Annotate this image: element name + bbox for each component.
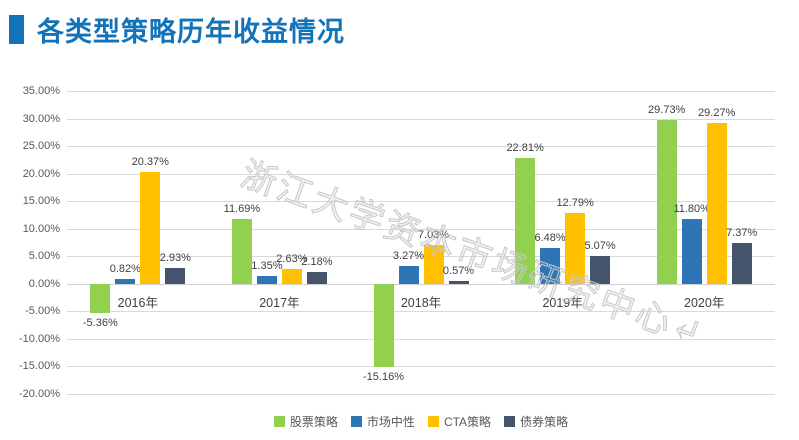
y-tick-label: -20.00% <box>19 388 60 400</box>
gridline <box>67 91 775 92</box>
bar-股票策略-2017年 <box>231 219 252 284</box>
gridline <box>67 201 775 203</box>
bar-债券策略-2019年 <box>590 255 611 284</box>
gridline <box>67 118 775 120</box>
bar-value-label: 6.48% <box>534 232 566 245</box>
y-tick-label: 25.00% <box>22 140 60 153</box>
legend-swatch-icon <box>350 416 362 427</box>
bar-value-label: 2.18% <box>301 255 333 268</box>
bar-value-label: 7.37% <box>726 227 758 240</box>
legend-swatch-icon <box>504 416 516 427</box>
bar-value-label: -15.16% <box>363 371 404 384</box>
bar-CTA策略-2017年 <box>281 269 302 284</box>
bar-CTA策略-2020年 <box>706 122 727 284</box>
bar-value-label: 12.79% <box>556 197 594 210</box>
legend-swatch-icon <box>273 416 285 427</box>
x-category-label: 2020年 <box>684 295 725 310</box>
bar-value-label: 3.27% <box>392 249 425 262</box>
bar-债券策略-2017年 <box>306 271 327 284</box>
gridline <box>67 311 775 313</box>
gridline <box>67 256 775 258</box>
bar-value-label: 0.82% <box>109 263 141 276</box>
gridline <box>67 338 775 340</box>
bar-市场中性-2016年 <box>115 279 136 284</box>
bar-市场中性-2018年 <box>398 265 419 284</box>
bar-value-label: 29.27% <box>698 106 736 119</box>
page-header: 各类型策略历年收益情况 <box>9 10 345 49</box>
y-tick-label: 20.00% <box>22 167 60 180</box>
bar-value-label: 22.81% <box>506 142 544 155</box>
y-tick-label: -15.00% <box>19 360 60 373</box>
legend-label: 市场中性 <box>366 415 415 429</box>
bar-value-label: 20.37% <box>131 155 169 168</box>
title-bullet-icon <box>9 15 24 44</box>
gridline <box>67 283 775 285</box>
bar-债券策略-2020年 <box>731 243 752 284</box>
bar-股票策略-2019年 <box>515 158 536 284</box>
bar-value-label: -5.36% <box>82 317 118 330</box>
y-axis: 35.00% 30.00% 25.00% 20.00% 15.00% 10.00% 5.00… <box>0 85 60 400</box>
legend-swatch-icon <box>427 416 439 427</box>
bar-value-label: 11.80% <box>673 202 710 215</box>
gridline <box>67 228 775 230</box>
bar-CTA策略-2018年 <box>423 245 444 284</box>
x-category-label: 2019年 <box>542 295 583 310</box>
bar-市场中性-2020年 <box>681 218 702 284</box>
gridline <box>67 146 775 148</box>
bar-CTA策略-2019年 <box>565 213 586 284</box>
legend-item-市场中性: 市场中性 <box>350 413 415 430</box>
bar-CTA策略-2016年 <box>140 171 161 284</box>
bar-value-label: 29.73% <box>648 104 686 117</box>
y-tick-label: 10.00% <box>22 222 60 235</box>
gridline <box>67 173 775 175</box>
legend-label: 股票策略 <box>289 415 338 429</box>
bar-债券策略-2016年 <box>165 267 186 284</box>
bar-value-label: 2.93% <box>159 251 191 264</box>
bar-value-label: 1.35% <box>251 260 283 273</box>
y-tick-label: -10.00% <box>19 332 60 345</box>
legend-label: 债券策略 <box>520 415 569 429</box>
x-category-label: 2017年 <box>259 295 300 310</box>
bar-债券策略-2018年 <box>448 280 469 284</box>
y-tick-label: 0.00% <box>28 277 60 290</box>
bar-value-label: 5.07% <box>584 239 616 252</box>
x-category-label: 2018年 <box>400 295 442 310</box>
legend-item-CTA策略: CTA策略 <box>427 413 492 430</box>
bar-股票策略-2018年 <box>373 283 394 368</box>
y-tick-label: 30.00% <box>22 112 60 125</box>
y-tick-label: -5.00% <box>25 305 60 318</box>
bar-value-label: 2.63% <box>276 253 308 266</box>
bar-value-label: 7.03% <box>417 229 450 242</box>
y-tick-label: 15.00% <box>22 195 60 208</box>
gridline <box>67 394 775 395</box>
bar-value-label: 0.57% <box>442 264 475 277</box>
legend-label: CTA策略 <box>443 415 492 429</box>
plot-area: -5.36% 0.82% 20.37% 2.93% 2016年 11.69% 1.35% 2.… <box>67 91 775 395</box>
legend-item-债券策略: 债券策略 <box>504 413 568 430</box>
bar-股票策略-2020年 <box>656 120 677 284</box>
y-tick-label: 35.00% <box>22 85 60 97</box>
bar-value-label: 11.69% <box>223 203 261 216</box>
legend-item-股票策略: 股票策略 <box>273 413 338 430</box>
x-category-label: 2016年 <box>117 295 158 310</box>
y-tick-label: 5.00% <box>28 250 60 263</box>
chart-legend: 股票策略 市场中性 CTA策略 债券策略 <box>67 413 775 430</box>
page-title: 各类型策略历年收益情况 <box>37 17 345 48</box>
bar-股票策略-2016年 <box>90 283 111 314</box>
gridline <box>67 366 775 368</box>
bar-市场中性-2017年 <box>256 276 277 284</box>
bar-市场中性-2019年 <box>540 248 561 284</box>
